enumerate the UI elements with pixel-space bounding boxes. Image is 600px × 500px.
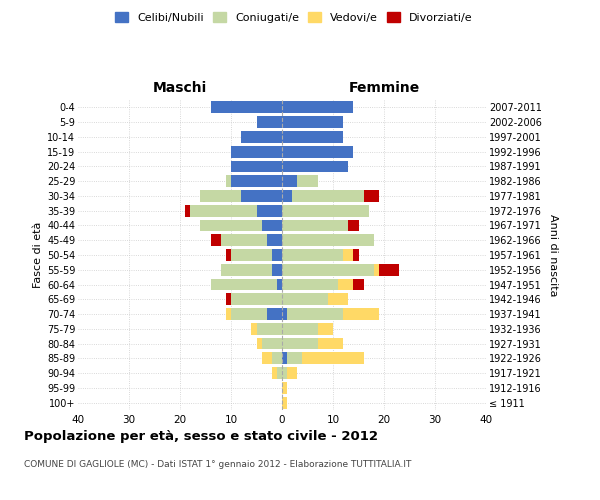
- Text: COMUNE DI GAGLIOLE (MC) - Dati ISTAT 1° gennaio 2012 - Elaborazione TUTTITALIA.I: COMUNE DI GAGLIOLE (MC) - Dati ISTAT 1° …: [24, 460, 412, 469]
- Y-axis label: Anni di nascita: Anni di nascita: [548, 214, 559, 296]
- Bar: [282, 205, 369, 216]
- Bar: [277, 278, 282, 290]
- Bar: [262, 220, 282, 232]
- Bar: [282, 190, 292, 202]
- Bar: [267, 308, 282, 320]
- Bar: [226, 249, 231, 261]
- Bar: [231, 160, 282, 172]
- Bar: [318, 323, 333, 334]
- Bar: [282, 308, 287, 320]
- Bar: [282, 396, 287, 408]
- Legend: Celibi/Nubili, Coniugati/e, Vedovi/e, Divorziati/e: Celibi/Nubili, Coniugati/e, Vedovi/e, Di…: [111, 8, 477, 28]
- Bar: [211, 278, 277, 290]
- Bar: [282, 234, 374, 246]
- Bar: [262, 352, 272, 364]
- Bar: [221, 264, 272, 276]
- Bar: [241, 131, 282, 143]
- Bar: [185, 205, 190, 216]
- Bar: [282, 294, 328, 305]
- Bar: [364, 190, 379, 202]
- Bar: [226, 294, 231, 305]
- Bar: [318, 338, 343, 349]
- Bar: [211, 234, 221, 246]
- Bar: [287, 352, 302, 364]
- Bar: [267, 234, 282, 246]
- Bar: [353, 278, 364, 290]
- Bar: [231, 249, 272, 261]
- Bar: [282, 264, 374, 276]
- Bar: [338, 278, 353, 290]
- Bar: [282, 102, 353, 114]
- Bar: [343, 308, 379, 320]
- Bar: [292, 190, 364, 202]
- Y-axis label: Fasce di età: Fasce di età: [32, 222, 43, 288]
- Bar: [287, 308, 343, 320]
- Bar: [231, 176, 282, 187]
- Bar: [211, 102, 282, 114]
- Bar: [282, 146, 353, 158]
- Bar: [328, 294, 349, 305]
- Bar: [257, 338, 262, 349]
- Bar: [379, 264, 400, 276]
- Bar: [190, 205, 257, 216]
- Text: Popolazione per età, sesso e stato civile - 2012: Popolazione per età, sesso e stato civil…: [24, 430, 378, 443]
- Bar: [231, 308, 267, 320]
- Bar: [272, 352, 282, 364]
- Bar: [282, 352, 287, 364]
- Bar: [343, 249, 353, 261]
- Bar: [257, 205, 282, 216]
- Bar: [287, 367, 298, 379]
- Bar: [257, 323, 282, 334]
- Bar: [272, 249, 282, 261]
- Bar: [282, 220, 349, 232]
- Bar: [231, 294, 282, 305]
- Bar: [200, 190, 241, 202]
- Bar: [277, 367, 282, 379]
- Bar: [262, 338, 282, 349]
- Bar: [251, 323, 257, 334]
- Bar: [374, 264, 379, 276]
- Bar: [272, 264, 282, 276]
- Bar: [282, 278, 338, 290]
- Bar: [200, 220, 262, 232]
- Bar: [272, 367, 277, 379]
- Bar: [231, 146, 282, 158]
- Bar: [282, 116, 343, 128]
- Bar: [282, 176, 298, 187]
- Bar: [282, 160, 349, 172]
- Bar: [282, 367, 287, 379]
- Bar: [353, 249, 359, 261]
- Bar: [226, 308, 231, 320]
- Bar: [282, 323, 318, 334]
- Bar: [241, 190, 282, 202]
- Text: Femmine: Femmine: [349, 81, 419, 95]
- Text: Maschi: Maschi: [153, 81, 207, 95]
- Bar: [302, 352, 364, 364]
- Bar: [221, 234, 267, 246]
- Bar: [298, 176, 318, 187]
- Bar: [349, 220, 359, 232]
- Bar: [282, 249, 343, 261]
- Bar: [282, 338, 318, 349]
- Bar: [257, 116, 282, 128]
- Bar: [226, 176, 231, 187]
- Bar: [282, 131, 343, 143]
- Bar: [282, 382, 287, 394]
